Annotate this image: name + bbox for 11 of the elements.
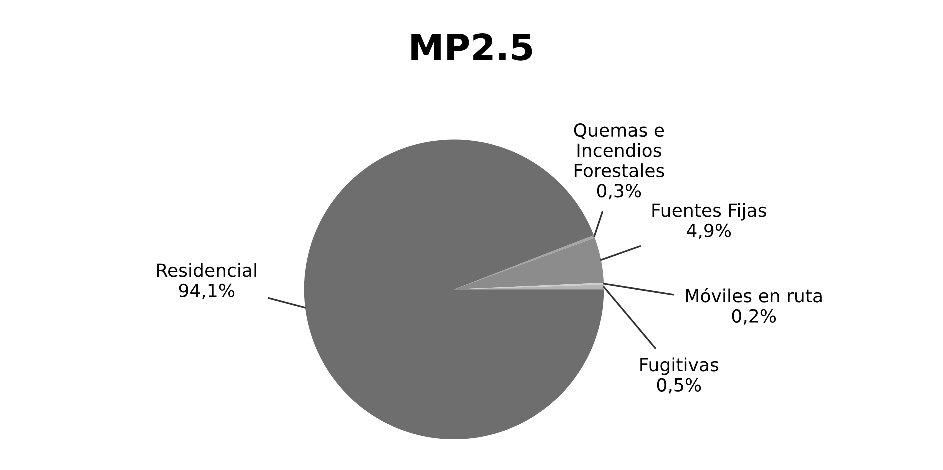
data-label: 0,3% bbox=[597, 184, 642, 200]
slice-label: Fuentes Fijas bbox=[652, 203, 766, 221]
data-label: 0,2% bbox=[732, 309, 776, 325]
data-label: 94,1% bbox=[179, 284, 235, 300]
slice-label: Quemas e Incendios Forestales bbox=[574, 123, 664, 178]
data-label: 4,9% bbox=[687, 224, 732, 240]
chart-title: MP2.5 bbox=[412, 34, 532, 61]
slice-label: Móviles en ruta bbox=[686, 288, 822, 303]
slice-label: Residencial bbox=[158, 263, 256, 278]
slice-label: Fugitivas bbox=[640, 358, 719, 376]
data-label: 0,5% bbox=[657, 378, 702, 394]
